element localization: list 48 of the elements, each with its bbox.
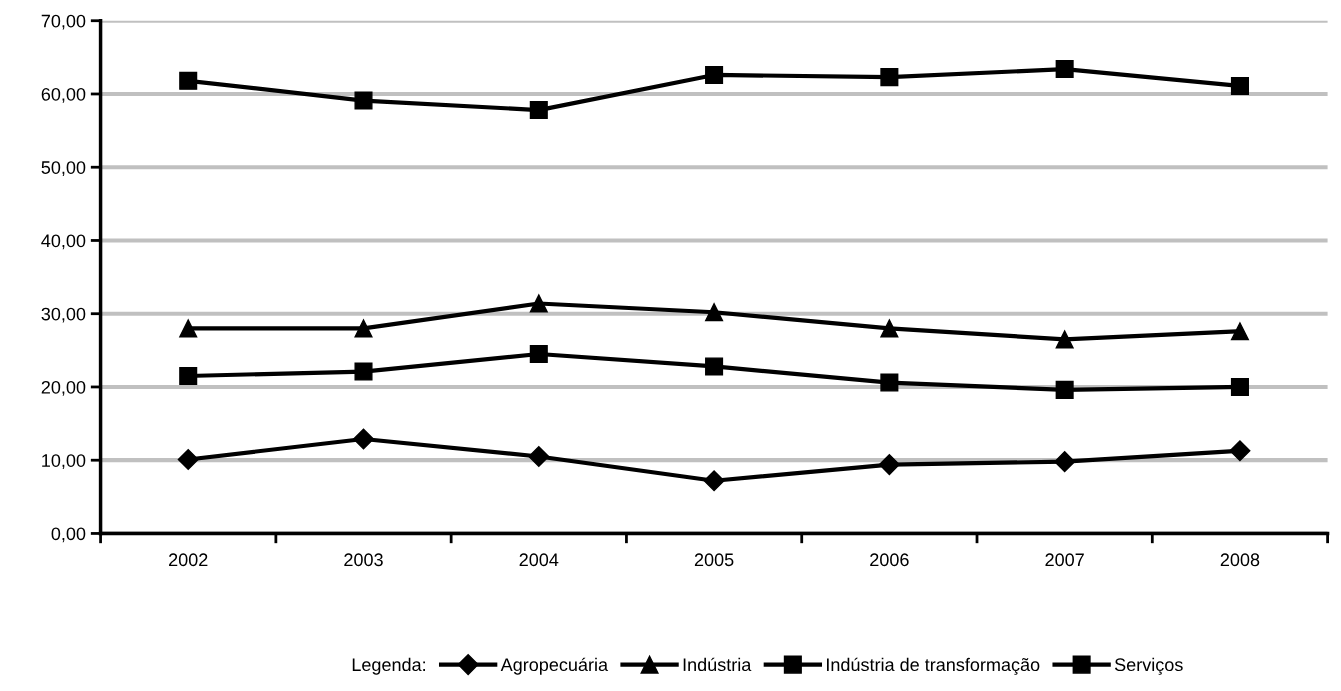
y-tick-label: 40,00 [41,234,86,250]
legend-label: Indústria de transformação [827,657,1040,675]
point [705,303,724,322]
legend-label: Indústria [683,657,752,672]
x-tick-label: 2003 [344,553,383,567]
point [177,448,199,470]
point [1230,76,1249,95]
y-tick-label: 60,00 [41,87,86,103]
point [179,319,198,338]
point [880,373,899,392]
x-tick-label: 2006 [870,553,909,567]
point [354,319,373,338]
y-tick-label: 70,00 [41,14,86,30]
point [179,71,198,90]
x-tick-label: 2007 [1045,553,1084,567]
legend-label: Serviços [1114,657,1183,675]
point [352,428,375,450]
y-tick-label: 0,00 [51,527,86,543]
point [1055,60,1074,79]
x-tick-label: 2004 [519,553,559,567]
x-tick-label: 2005 [694,553,734,567]
x-tick-label: 2002 [169,553,208,567]
y-tick-label: 50,00 [41,161,86,177]
point [529,294,548,313]
x-tick-label: 2008 [1220,553,1260,567]
point [179,366,198,386]
point [1229,440,1251,462]
legend-label: Agropecuária [500,657,609,675]
point [529,344,548,364]
legend-title: Legenda: [352,657,425,675]
y-tick-label: 10,00 [42,454,86,470]
point [1054,451,1076,473]
point [354,91,373,110]
point [1230,322,1249,341]
point [880,319,899,338]
point [705,357,724,376]
y-tick-label: 30,00 [41,307,86,323]
point [703,470,725,492]
point [880,68,899,87]
point [1055,330,1074,349]
point [528,446,550,468]
point [529,101,548,120]
point [354,362,373,381]
y-tick-label: 20,00 [41,380,86,396]
point [1055,380,1074,399]
point [1230,377,1249,396]
point [705,65,724,84]
point [878,454,900,476]
